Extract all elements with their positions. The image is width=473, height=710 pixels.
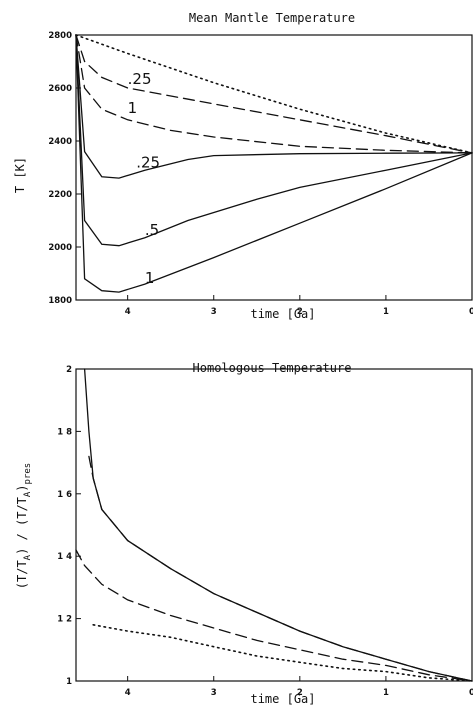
y-tick-label: 2200 [48,190,72,200]
chart-title: Homologous Temperature [193,361,352,375]
series-line-solid [83,368,473,682]
x-tick-label: 2 [297,688,303,698]
series-line-dashed [75,34,473,154]
tick-layer: 4 3 2 1 0 1800 2000 2200 2400 2600 2800 [48,31,473,317]
series-line-dotted [75,34,473,154]
y-tick-label: 2600 [48,84,72,94]
plot-frame [75,34,473,301]
series-line-solid [75,34,473,247]
series-line-dashed [88,455,473,682]
curve-label: 1 [145,269,155,287]
x-tick-label: 0 [469,688,473,698]
series-line-dashed [75,34,473,154]
series-line-dashed [75,549,473,682]
y-axis-label: (T/TA) / (T/TA)pres [15,463,33,589]
y-tick-label: 2800 [48,31,72,41]
x-tick-label: 0 [469,307,473,317]
x-tick-label: 3 [211,688,217,698]
curve-label-layer: .25 1 .25 .5 1 [128,70,160,287]
x-axis-label: time [Ga] [250,307,315,321]
series-line-solid [75,34,473,293]
y-tick-label: 2 [66,365,72,375]
x-tick-label: 1 [383,688,389,698]
x-tick-label: 1 [383,307,389,317]
y-tick-label: 1 8 [57,427,72,437]
y-axis-label: T [K] [13,157,27,193]
series-line-dotted [92,624,473,682]
chart-title: Mean Mantle Temperature [189,11,355,25]
x-tick-label: 4 [125,307,131,317]
plot-frame [75,368,473,682]
curve-label: .25 [136,153,160,171]
chart-mean-mantle-temperature: Mean Mantle Temperature time [Ga] T [K] … [13,11,473,321]
x-tick-label: 4 [125,688,131,698]
chart-homologous-temperature: Homologous Temperature time [Ga] (T/TA) … [15,361,473,706]
series-line-solid [75,34,473,179]
y-tick-label: 2000 [48,243,72,253]
curve-label: .25 [128,70,152,88]
x-axis-label: time [Ga] [250,692,315,706]
y-tick-label: 1 2 [57,615,72,625]
y-tick-label: 1 [66,677,72,687]
x-tick-label: 3 [211,307,217,317]
y-tick-label: 2400 [48,137,72,147]
line-layer [75,368,473,682]
x-tick-label: 2 [297,307,303,317]
y-tick-label: 1800 [48,296,72,306]
y-tick-label: 1 6 [57,490,72,500]
curve-label: 1 [128,99,138,117]
line-layer [75,34,473,293]
y-tick-label: 1 4 [57,552,72,562]
curve-label: .5 [145,221,159,239]
